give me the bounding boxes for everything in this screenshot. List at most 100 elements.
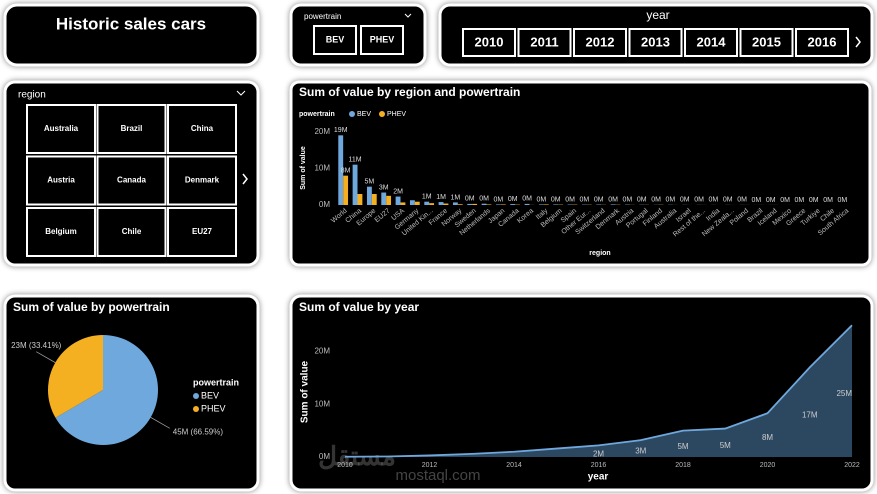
data-label: 19M — [334, 127, 348, 134]
legend-label: PHEV — [387, 111, 406, 118]
chart-title: Sum of value by region and powertrain — [299, 85, 520, 99]
bar — [510, 204, 516, 205]
slicer-option[interactable]: 2014 — [697, 34, 727, 49]
slicer-option[interactable]: 2011 — [530, 34, 558, 49]
bar — [395, 196, 401, 205]
data-label: 17M — [802, 410, 818, 419]
line — [344, 324, 853, 458]
bar — [429, 203, 435, 205]
slicer-button[interactable] — [26, 155, 96, 206]
x-axis-label: year — [588, 472, 609, 483]
slicer-option[interactable]: PHEV — [370, 34, 395, 44]
slicer-button[interactable] — [795, 28, 849, 57]
data-label: 1M — [451, 194, 461, 201]
data-label: 45M (66.59%) — [173, 427, 224, 436]
bar — [443, 203, 449, 205]
y-tick-label: 20M — [314, 127, 330, 136]
data-label: 0M — [623, 196, 633, 203]
data-label: 0M — [637, 197, 647, 204]
slicer-button[interactable] — [167, 104, 237, 154]
slicer-button[interactable] — [739, 28, 794, 57]
data-label: 0M — [752, 197, 762, 204]
legend-label: PHEV — [201, 403, 226, 413]
slicer-option[interactable]: BEV — [326, 34, 345, 44]
data-label: 5M — [677, 442, 688, 451]
slicer-label: powertrain — [304, 12, 341, 21]
legend-title: powertrain — [193, 377, 239, 387]
slicer-option[interactable]: 2010 — [475, 34, 504, 49]
slicer-button[interactable] — [517, 28, 572, 57]
bar — [543, 204, 549, 205]
bar — [352, 164, 358, 205]
dashboard-title: Historic sales cars — [56, 14, 206, 33]
slicer-button[interactable] — [684, 28, 738, 57]
bar — [357, 194, 363, 205]
data-label: 25M — [836, 389, 852, 398]
data-label: 0M — [465, 196, 475, 203]
slicer-option[interactable]: Denmark — [185, 176, 220, 185]
chevron — [404, 13, 412, 18]
slicer-option[interactable]: Brazil — [121, 124, 143, 133]
x-tick-label: 2012 — [422, 462, 438, 469]
bar — [481, 203, 487, 205]
data-label: 0M — [766, 197, 776, 204]
bar — [343, 175, 349, 205]
data-label: 8M — [762, 433, 773, 442]
slicer-option[interactable]: Canada — [117, 176, 146, 185]
chevron[interactable] — [855, 36, 861, 48]
data-label: 8M — [341, 168, 351, 175]
x-axis-label: region — [589, 250, 610, 257]
data-label: 0M — [838, 197, 848, 204]
slicer-option[interactable]: 2016 — [808, 34, 837, 49]
slicer-button[interactable] — [167, 207, 237, 257]
slicer-option[interactable]: Australia — [44, 124, 79, 133]
data-label: 1M — [436, 194, 446, 201]
data-label: 0M — [565, 196, 575, 203]
slicer-button[interactable] — [167, 155, 237, 206]
slicer-button[interactable] — [26, 104, 96, 154]
bar — [371, 194, 377, 205]
data-label: 0M — [508, 196, 518, 203]
y-tick-label: 10M — [314, 163, 330, 172]
slicer-button[interactable] — [462, 28, 516, 57]
data-label: 0M — [795, 197, 805, 204]
data-label: 0M — [694, 197, 704, 204]
chart-title: Sum of value by powertrain — [13, 300, 170, 314]
slicer-option[interactable]: Austria — [47, 176, 75, 185]
slicer-button[interactable] — [628, 28, 683, 57]
slicer-button[interactable] — [313, 25, 357, 55]
data-label: 0M — [537, 196, 547, 203]
chevron[interactable] — [242, 173, 248, 185]
bar — [472, 203, 478, 205]
watermark-text: mostaql.com — [395, 467, 480, 484]
data-label: 0M — [709, 197, 719, 204]
slicer-option[interactable]: 2015 — [752, 34, 781, 49]
bar — [553, 204, 559, 205]
slicer-option[interactable]: EU27 — [192, 227, 213, 236]
x-tick-label: 2018 — [675, 462, 691, 469]
data-label: 23M (33.41%) — [11, 341, 62, 350]
bar — [467, 203, 473, 205]
slicer-button[interactable] — [96, 155, 167, 206]
bar — [500, 204, 506, 205]
slicer-option[interactable]: 2013 — [641, 34, 670, 49]
data-label: 0M — [666, 197, 676, 204]
slicer-option[interactable]: China — [191, 124, 214, 133]
slicer-button[interactable] — [26, 207, 96, 257]
slicer-option[interactable]: Chile — [122, 227, 142, 236]
bar — [338, 135, 344, 205]
slicer-button[interactable] — [96, 207, 167, 257]
y-axis-label: Sum of value — [300, 360, 311, 423]
slicer-button[interactable] — [96, 104, 167, 154]
slicer-button[interactable] — [573, 28, 627, 57]
pie-slice — [55, 335, 159, 445]
slicer-option[interactable]: 2012 — [586, 34, 615, 49]
slicer-option[interactable]: Belgium — [45, 227, 77, 236]
legend-marker — [349, 111, 355, 117]
slicer-button[interactable] — [360, 25, 404, 55]
y-tick-label: 0M — [319, 452, 330, 461]
bar — [538, 204, 544, 205]
bar-chart-panel — [289, 80, 872, 267]
